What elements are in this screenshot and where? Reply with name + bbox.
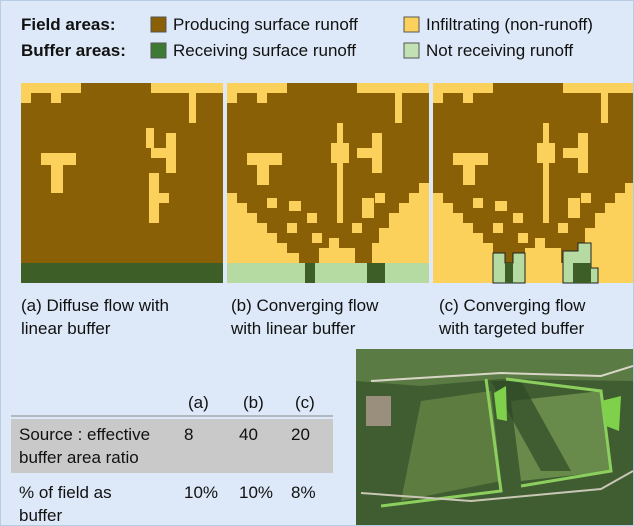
table-cell: 20: [291, 425, 310, 445]
legend-item: Not receiving runoff: [426, 41, 573, 61]
legend-item: Receiving surface runoff: [173, 41, 356, 61]
panel-c: [433, 83, 633, 283]
legend-item: Producing surface runoff: [173, 15, 358, 35]
row-label: % of field as: [19, 483, 112, 503]
caption: with linear buffer: [231, 319, 355, 339]
table-cell: 8%: [291, 483, 316, 503]
aerial-photo: [356, 349, 633, 525]
table-cell: 8: [184, 425, 193, 445]
caption: linear buffer: [21, 319, 110, 339]
legend-label: Field areas:: [21, 15, 116, 35]
row-label: buffer area ratio: [19, 448, 139, 468]
panel-a: [21, 83, 223, 283]
caption: (c) Converging flow: [439, 296, 585, 316]
panel-b: [227, 83, 429, 283]
table-cell: 10%: [184, 483, 218, 503]
caption: (b) Converging flow: [231, 296, 378, 316]
row-label: Source : effective: [19, 425, 150, 445]
caption: with targeted buffer: [439, 319, 584, 339]
graphics: [1, 1, 633, 525]
table-cell: 10%: [239, 483, 273, 503]
table-header: (c): [295, 393, 315, 413]
legend-item: Infiltrating (non-runoff): [426, 15, 593, 35]
table-header: (b): [243, 393, 264, 413]
legend-label: Buffer areas:: [21, 41, 126, 61]
table-header: (a): [188, 393, 209, 413]
table-cell: 40: [239, 425, 258, 445]
row-label: buffer: [19, 506, 62, 526]
caption: (a) Diffuse flow with: [21, 296, 169, 316]
figure: Field areas: Buffer areas: Producing sur…: [0, 0, 634, 526]
